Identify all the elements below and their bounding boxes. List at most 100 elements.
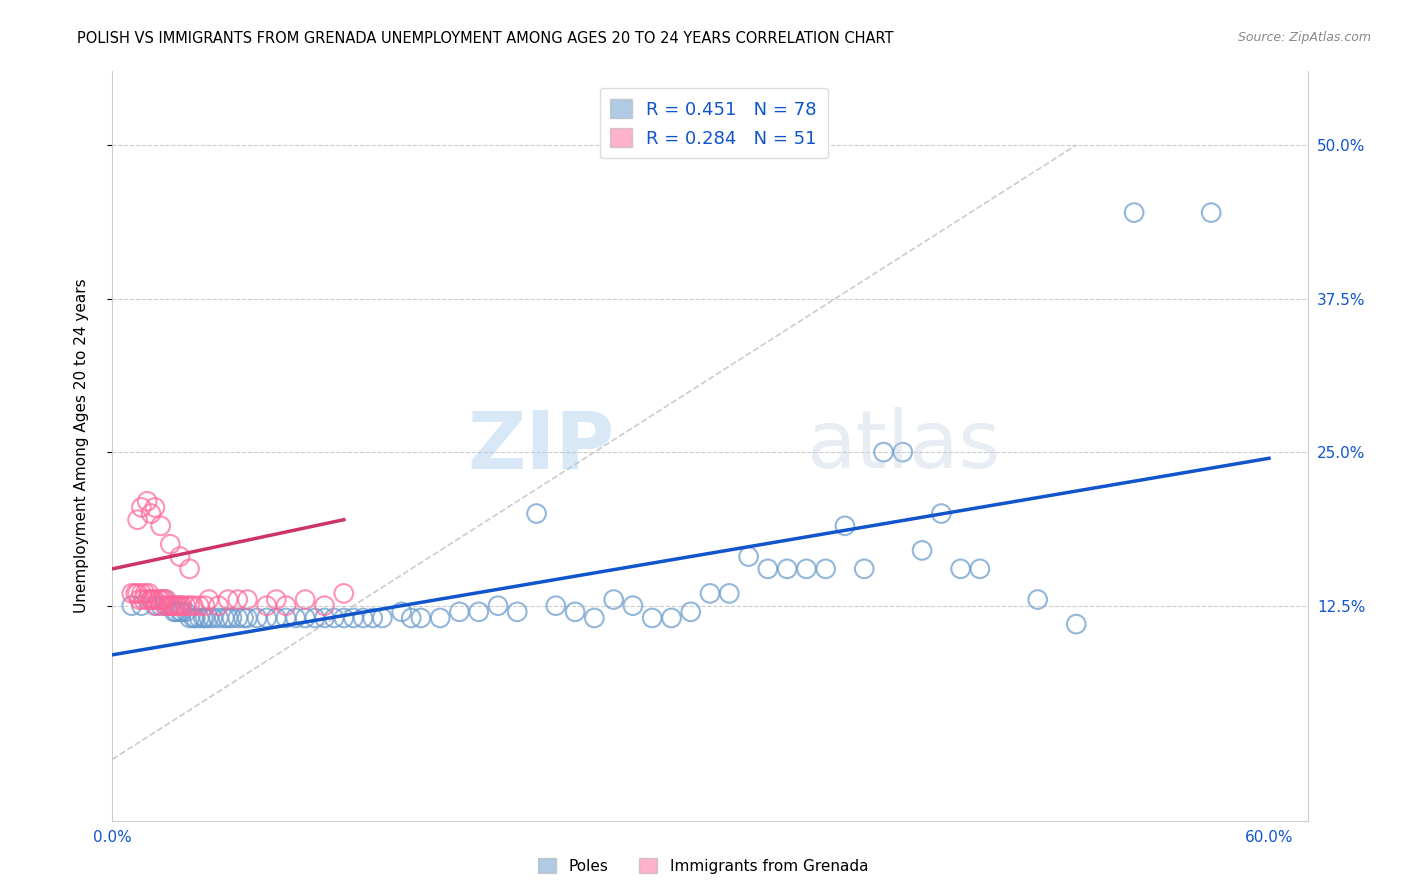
Point: [853, 562, 876, 576]
Point: [165, 605, 187, 619]
Point: [1199, 205, 1222, 219]
Point: [139, 592, 162, 607]
Point: [194, 611, 217, 625]
Point: [449, 605, 471, 619]
Point: [146, 599, 169, 613]
Text: ZIP: ZIP: [467, 407, 614, 485]
Point: [756, 562, 779, 576]
Point: [174, 605, 197, 619]
Point: [148, 592, 170, 607]
Point: [621, 599, 644, 613]
Point: [127, 586, 149, 600]
Point: [506, 605, 529, 619]
Point: [121, 586, 143, 600]
Point: [284, 611, 307, 625]
Point: [323, 611, 346, 625]
Point: [198, 611, 221, 625]
Point: [679, 605, 702, 619]
Point: [127, 513, 149, 527]
Point: [333, 586, 356, 600]
Point: [699, 586, 721, 600]
Point: [1123, 205, 1146, 219]
Point: [170, 605, 193, 619]
Point: [153, 592, 176, 607]
Point: [165, 599, 187, 613]
Point: [183, 611, 205, 625]
Point: [179, 599, 201, 613]
Point: [184, 611, 207, 625]
Point: [361, 611, 384, 625]
Point: [246, 611, 269, 625]
Point: [138, 586, 160, 600]
Point: [333, 611, 356, 625]
Point: [194, 599, 217, 613]
Point: [136, 592, 159, 607]
Point: [170, 599, 193, 613]
Point: [583, 611, 606, 625]
Point: [143, 599, 166, 613]
Point: [969, 562, 991, 576]
Point: [401, 611, 423, 625]
Point: [128, 592, 150, 607]
Point: [526, 507, 548, 521]
Point: [872, 445, 894, 459]
Point: [274, 611, 297, 625]
Point: [152, 592, 174, 607]
Point: [163, 599, 186, 613]
Point: [217, 592, 239, 607]
Point: [834, 519, 856, 533]
Point: [274, 599, 297, 613]
Point: [371, 611, 394, 625]
Point: [134, 586, 156, 600]
Point: [143, 500, 166, 515]
Point: [207, 599, 229, 613]
Point: [157, 599, 180, 613]
Point: [207, 611, 229, 625]
Point: [486, 599, 509, 613]
Legend: Poles, Immigrants from Grenada: Poles, Immigrants from Grenada: [531, 852, 875, 880]
Point: [198, 592, 221, 607]
Point: [121, 599, 143, 613]
Point: [139, 507, 162, 521]
Point: [266, 592, 288, 607]
Point: [1064, 617, 1087, 632]
Point: [174, 599, 197, 613]
Point: [162, 599, 183, 613]
Point: [409, 611, 432, 625]
Point: [232, 611, 254, 625]
Point: [256, 611, 278, 625]
Point: [217, 611, 239, 625]
Point: [266, 611, 288, 625]
Point: [796, 562, 818, 576]
Point: [221, 611, 243, 625]
Point: [163, 605, 186, 619]
Point: [737, 549, 759, 564]
Text: POLISH VS IMMIGRANTS FROM GRENADA UNEMPLOYMENT AMONG AGES 20 TO 24 YEARS CORRELA: POLISH VS IMMIGRANTS FROM GRENADA UNEMPL…: [77, 31, 894, 46]
Y-axis label: Unemployment Among Ages 20 to 24 years: Unemployment Among Ages 20 to 24 years: [75, 278, 89, 614]
Point: [131, 586, 153, 600]
Point: [191, 611, 214, 625]
Point: [179, 611, 201, 625]
Point: [602, 592, 624, 607]
Point: [188, 599, 211, 613]
Point: [188, 611, 211, 625]
Point: [718, 586, 741, 600]
Point: [294, 611, 316, 625]
Point: [201, 611, 224, 625]
Point: [167, 599, 190, 613]
Point: [149, 599, 172, 613]
Legend: R = 0.451   N = 78, R = 0.284   N = 51: R = 0.451 N = 78, R = 0.284 N = 51: [599, 88, 828, 159]
Point: [352, 611, 374, 625]
Point: [159, 537, 181, 551]
Point: [304, 611, 326, 625]
Point: [314, 599, 336, 613]
Point: [169, 605, 191, 619]
Point: [143, 592, 166, 607]
Point: [169, 599, 191, 613]
Point: [294, 592, 316, 607]
Point: [149, 519, 172, 533]
Point: [159, 599, 181, 613]
Point: [891, 445, 914, 459]
Point: [342, 611, 364, 625]
Point: [159, 599, 181, 613]
